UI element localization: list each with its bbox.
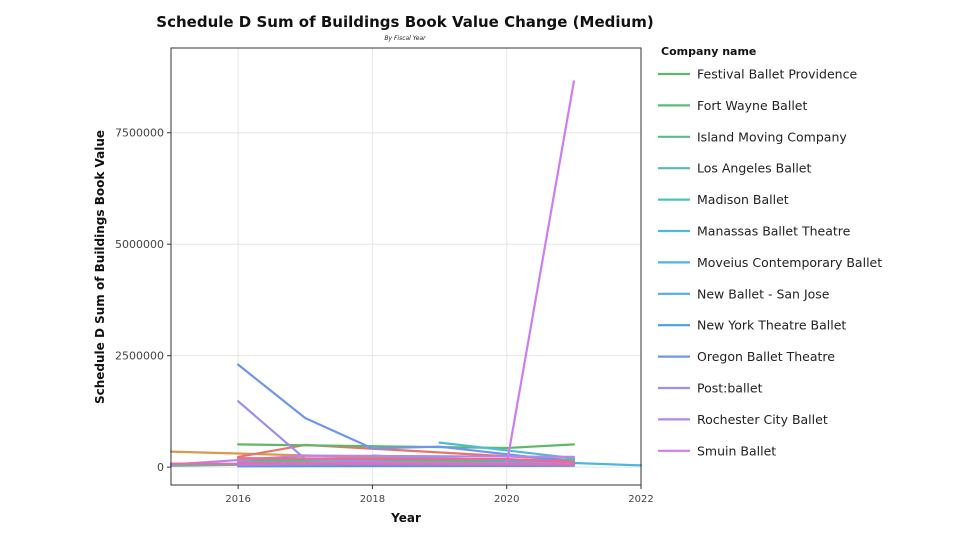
legend-label: New Ballet - San Jose: [697, 286, 830, 301]
x-axis-title: Year: [390, 511, 421, 525]
series-line-17: [169, 462, 576, 466]
legend-item: Festival Ballet Providence: [658, 67, 857, 82]
series-line-14: [169, 454, 576, 466]
x-tick-label: 2020: [494, 494, 519, 505]
legend-label: Smuin Ballet: [697, 443, 776, 458]
series-line-8: [438, 441, 576, 460]
legend-item: Smuin Ballet: [658, 443, 776, 458]
legend-item: Manassas Ballet Theatre: [658, 224, 851, 239]
y-tick-label: 2500000: [115, 350, 164, 363]
plot-panel: [171, 48, 641, 485]
chart-subtitle: By Fiscal Year: [384, 35, 426, 42]
legend-label: New York Theatre Ballet: [697, 318, 846, 333]
legend-item: Island Moving Company: [658, 129, 847, 144]
y-tick-label: 5000000: [115, 238, 164, 251]
y-tick-label: 7500000: [115, 127, 164, 140]
legend-item: New York Theatre Ballet: [658, 318, 846, 333]
legend-label: Oregon Ballet Theatre: [697, 349, 835, 364]
series-line-18: [237, 457, 576, 463]
series-line-11: [237, 464, 576, 468]
legend-item: Madison Ballet: [658, 192, 789, 207]
x-tick-label: 2018: [360, 494, 385, 505]
legend-title: Company name: [661, 45, 756, 58]
legend-item: New Ballet - San Jose: [658, 286, 830, 301]
legend-label: Festival Ballet Providence: [697, 67, 857, 82]
y-axis-title: Schedule D Sum of Buildings Book Value: [93, 130, 107, 404]
legend-item: Rochester City Ballet: [658, 412, 828, 427]
x-tick-label: 2016: [225, 494, 250, 505]
legend-label: Fort Wayne Ballet: [697, 98, 807, 113]
legend-label: Moveius Contemporary Ballet: [697, 255, 882, 270]
legend-label: Post:ballet: [697, 381, 763, 396]
legend-label: Los Angeles Ballet: [697, 161, 811, 176]
plot-border: [170, 47, 642, 486]
chart-title: Schedule D Sum of Buildings Book Value C…: [156, 13, 653, 31]
legend-item: Post:ballet: [658, 381, 763, 396]
legend-label: Manassas Ballet Theatre: [697, 224, 851, 239]
legend-label: Island Moving Company: [697, 129, 847, 144]
plot-area: 0 2500000 5000000 7500000 2016 2018 2020 2022: [115, 47, 654, 505]
legend-label: Rochester City Ballet: [697, 412, 828, 427]
legend: Company name Festival Ballet Providence F…: [658, 45, 882, 458]
y-tick-label: 0: [157, 461, 164, 474]
series-line-12: [237, 363, 576, 463]
legend-item: Fort Wayne Ballet: [658, 98, 807, 113]
x-tick-label: 2022: [628, 494, 653, 505]
series-line-3: [237, 443, 576, 450]
legend-item: Oregon Ballet Theatre: [658, 349, 835, 364]
legend-item: Moveius Contemporary Ballet: [658, 255, 882, 270]
legend-item: Los Angeles Ballet: [658, 161, 811, 176]
legend-label: Madison Ballet: [697, 192, 789, 207]
